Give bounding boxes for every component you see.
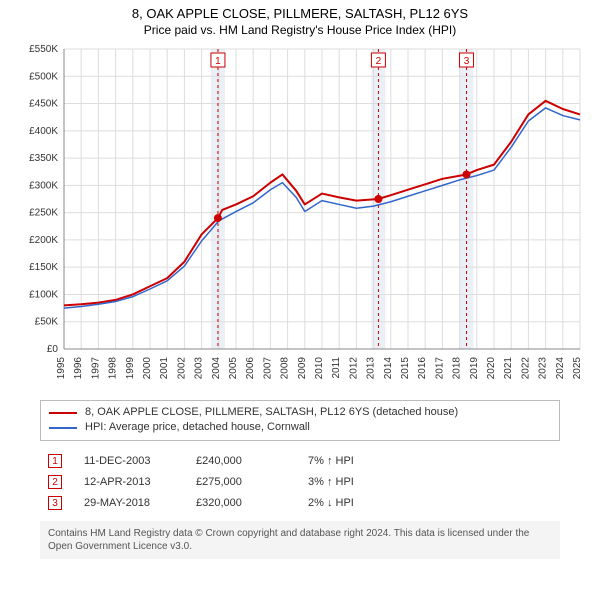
svg-text:£300K: £300K [29,180,58,191]
svg-text:2007: 2007 [262,357,273,380]
svg-text:2021: 2021 [503,357,514,380]
svg-text:2006: 2006 [245,357,256,380]
event-delta: 3% ↑ HPI [308,472,428,493]
event-delta: 2% ↓ HPI [308,493,428,514]
page-title: 8, OAK APPLE CLOSE, PILLMERE, SALTASH, P… [0,6,600,21]
event-badge: 3 [48,496,62,510]
event-date: 29-MAY-2018 [84,493,174,514]
svg-text:2005: 2005 [228,357,239,380]
svg-text:2019: 2019 [469,357,480,380]
svg-text:2023: 2023 [538,357,549,380]
svg-text:2024: 2024 [555,357,566,380]
legend-swatch-1 [49,412,77,414]
footer: Contains HM Land Registry data © Crown c… [40,521,560,559]
svg-text:2015: 2015 [400,357,411,380]
svg-text:£550K: £550K [29,44,58,55]
svg-text:1997: 1997 [90,357,101,380]
svg-text:2011: 2011 [331,357,342,379]
svg-text:2012: 2012 [348,357,359,380]
svg-text:1998: 1998 [108,357,119,380]
svg-text:1: 1 [215,56,221,67]
svg-text:£450K: £450K [29,99,58,110]
legend: 8, OAK APPLE CLOSE, PILLMERE, SALTASH, P… [40,400,560,441]
legend-label-2: HPI: Average price, detached house, Corn… [85,420,310,435]
legend-swatch-2 [49,427,77,429]
legend-row-2: HPI: Average price, detached house, Corn… [49,420,551,435]
svg-text:£250K: £250K [29,208,58,219]
chart: £0 £50K £100K £150K £200K £250K £300K £350K £400… [10,39,590,394]
svg-text:£350K: £350K [29,153,58,164]
event-delta: 7% ↑ HPI [308,451,428,472]
svg-text:1995: 1995 [56,357,67,380]
page: 8, OAK APPLE CLOSE, PILLMERE, SALTASH, P… [0,0,600,559]
svg-text:2014: 2014 [383,357,394,380]
svg-text:2009: 2009 [297,357,308,380]
legend-label-1: 8, OAK APPLE CLOSE, PILLMERE, SALTASH, P… [85,405,458,420]
event-row: 2 12-APR-2013 £275,000 3% ↑ HPI [48,472,552,493]
svg-text:£100K: £100K [29,289,58,300]
svg-text:2001: 2001 [159,357,170,380]
event-price: £320,000 [196,493,286,514]
svg-text:£500K: £500K [29,71,58,82]
svg-text:1996: 1996 [73,357,84,380]
svg-text:2013: 2013 [366,357,377,380]
svg-text:2010: 2010 [314,357,325,380]
svg-text:2025: 2025 [572,357,583,380]
svg-text:£0: £0 [47,344,59,355]
svg-text:2018: 2018 [452,357,463,380]
legend-row-1: 8, OAK APPLE CLOSE, PILLMERE, SALTASH, P… [49,405,551,420]
svg-text:2022: 2022 [520,357,531,380]
event-row: 3 29-MAY-2018 £320,000 2% ↓ HPI [48,493,552,514]
event-badge: 2 [48,475,62,489]
svg-text:2: 2 [376,56,382,67]
svg-text:2008: 2008 [280,357,291,380]
svg-text:£200K: £200K [29,235,58,246]
chart-svg: £0 £50K £100K £150K £200K £250K £300K £350K £400… [10,39,590,389]
event-badge: 1 [48,454,62,468]
svg-text:2003: 2003 [194,357,205,380]
event-date: 11-DEC-2003 [84,451,174,472]
svg-text:3: 3 [464,56,470,67]
svg-text:£400K: £400K [29,126,58,137]
svg-text:2020: 2020 [486,357,497,380]
svg-text:2000: 2000 [142,357,153,380]
event-price: £240,000 [196,451,286,472]
event-date: 12-APR-2013 [84,472,174,493]
svg-text:1999: 1999 [125,357,136,380]
events-table: 1 11-DEC-2003 £240,000 7% ↑ HPI 2 12-APR-2013… [40,447,560,518]
event-row: 1 11-DEC-2003 £240,000 7% ↑ HPI [48,451,552,472]
svg-text:2016: 2016 [417,357,428,380]
svg-text:£50K: £50K [35,317,59,328]
svg-text:2002: 2002 [176,357,187,380]
svg-text:2017: 2017 [434,357,445,380]
title-block: 8, OAK APPLE CLOSE, PILLMERE, SALTASH, P… [0,0,600,39]
page-subtitle: Price paid vs. HM Land Registry's House … [0,23,600,37]
event-price: £275,000 [196,472,286,493]
svg-text:£150K: £150K [29,262,58,273]
svg-text:2004: 2004 [211,357,222,380]
